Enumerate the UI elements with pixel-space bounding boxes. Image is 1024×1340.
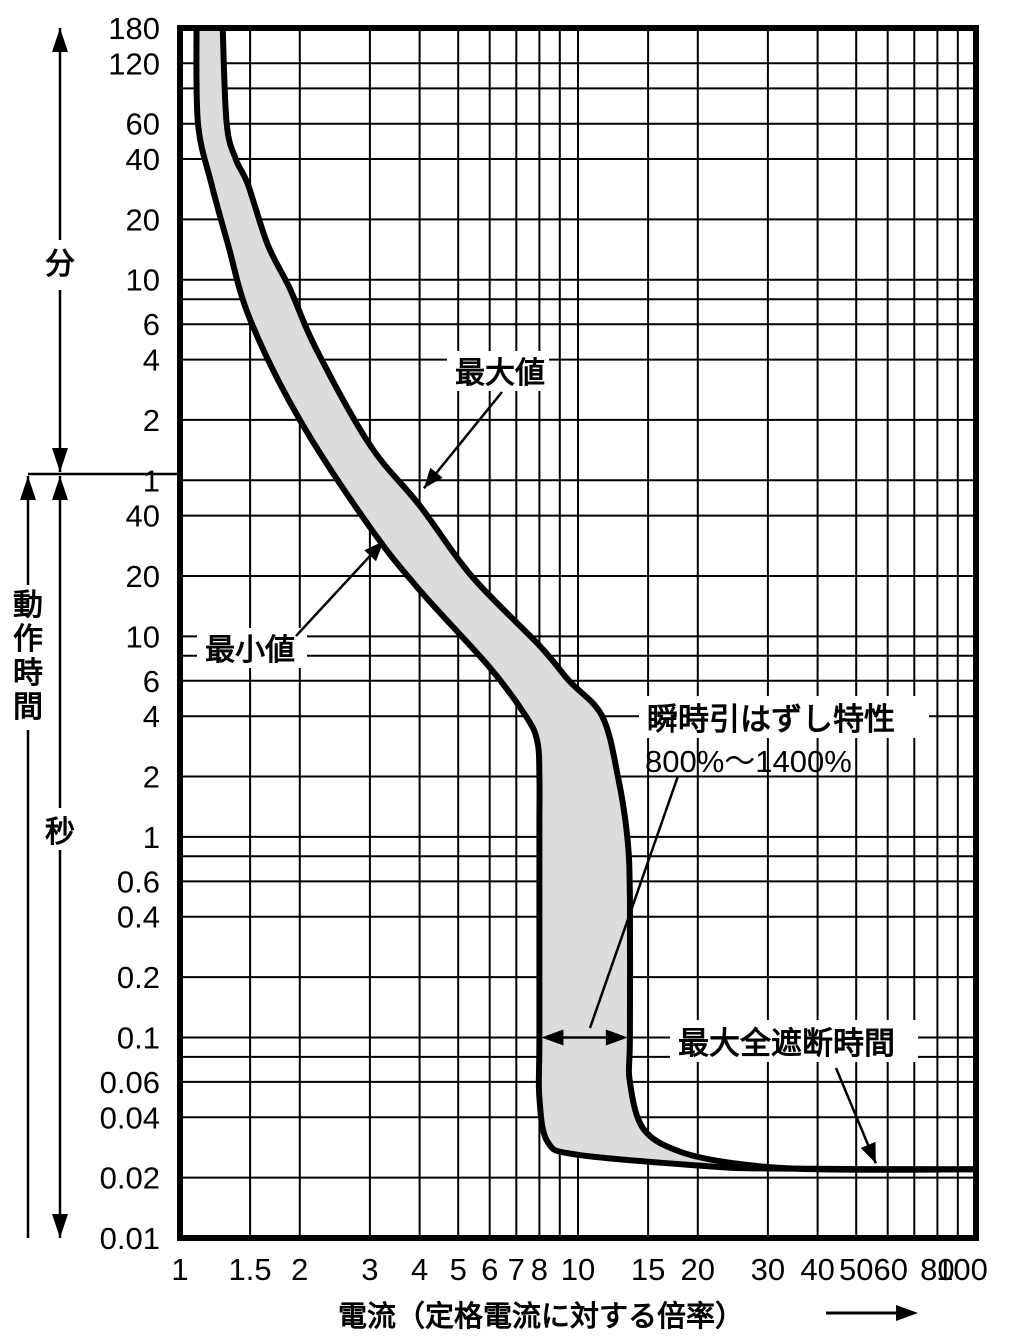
y-tick-label-seconds: 0.06 [100,1065,160,1100]
arrow-max [422,391,503,490]
y-tick-label-minutes: 10 [126,263,160,298]
label-instant-bg [639,696,929,738]
label-min: 最小値 [205,633,295,668]
label-max-break: 最大全遮断時間 [678,1026,895,1062]
x-tick-label: 6 [481,1252,498,1287]
x-tick-label: 5 [450,1252,467,1287]
y-tick-label-seconds: 40 [126,499,160,534]
leader-instant [588,775,680,1029]
y-tick-label-minutes: 40 [126,142,160,177]
x-tick-label: 30 [751,1252,785,1287]
arrow-max-break-head [860,1141,876,1164]
label-max-bg [447,351,549,391]
y-tick-label-seconds: 4 [143,699,160,734]
y-axis-label-char: 作 [13,622,43,657]
range-arrow-right [605,1029,628,1046]
tolerance-band [196,28,976,1170]
y-tick-label-minutes: 4 [143,343,160,378]
y-tick-label-minutes: 120 [108,46,160,81]
x-axis-label: 電流（定格電流に対する倍率） [338,1299,744,1333]
y-axis-label-char: 間 [13,690,43,725]
y-tick-label-seconds: 20 [126,559,160,594]
x-tick-label: 1.5 [229,1252,272,1287]
y-tick-label-minutes: 180 [108,11,160,46]
series-min-curve [193,27,977,1173]
x-tick-label: 2 [291,1252,308,1287]
y-tick-label-seconds: 1 [143,820,160,855]
x-axis-arrow [826,1305,918,1321]
x-tick-label: 80 [920,1252,954,1287]
y-tick-label-minutes: 6 [143,307,160,342]
arrow-max-head [423,467,443,489]
x-tick-label: 1 [171,1252,188,1287]
y-axis-label-char: 動 [13,588,43,623]
x-tick-label: 100 [936,1252,988,1287]
y-tick-label-minutes: 20 [126,202,160,237]
label-max-break-bg [670,1020,918,1062]
x-tick-label: 7 [508,1252,525,1287]
y-tick-labels: 18012060402010642140201064210.60.40.20.1… [100,11,160,1256]
label-min-bg [197,628,307,668]
x-tick-label: 20 [681,1252,715,1287]
y-tick-label-seconds: 2 [143,760,160,795]
y-tick-label-seconds: 0.6 [117,864,160,899]
label-instant-range: 800%〜1400% [645,744,852,779]
y-tick-label-seconds: 0.4 [117,900,160,935]
label-max: 最大値 [455,356,545,391]
x-tick-label: 60 [873,1252,907,1287]
x-tick-label: 10 [561,1252,595,1287]
y-tick-label-seconds: 10 [126,619,160,654]
x-tick-label: 40 [800,1252,834,1287]
y-tick-label-minutes: 2 [143,403,160,438]
range-arrow-left [541,1029,564,1046]
x-tick-label: 4 [411,1252,428,1287]
y-tick-label-seconds: 6 [143,664,160,699]
y-axis-label-char: 時 [13,656,43,691]
series-max-curve [219,27,977,1173]
y-tick-label-seconds: 0.2 [117,960,160,995]
arrow-min [295,540,385,637]
y-tick-label-seconds: 0.1 [117,1021,160,1056]
time-unit-axis [20,28,182,1238]
x-tick-label: 50 [839,1252,873,1287]
x-tick-label: 15 [631,1252,665,1287]
y-tick-label-minutes: 60 [126,107,160,142]
x-tick-label: 8 [531,1252,548,1287]
unit-minutes: 分 [45,247,75,282]
y-tick-label-minutes: 1 [143,463,160,498]
unit-seconds: 秒 [45,815,75,850]
arrow-min-head [364,541,384,562]
plot-frame [177,25,979,1241]
y-tick-label-seconds: 0.04 [100,1100,160,1135]
x-tick-label: 3 [361,1252,378,1287]
y-tick-label-seconds: 0.01 [100,1221,160,1256]
y-tick-label-seconds: 0.02 [100,1161,160,1196]
label-instant: 瞬時引はずし特性 [647,702,895,738]
